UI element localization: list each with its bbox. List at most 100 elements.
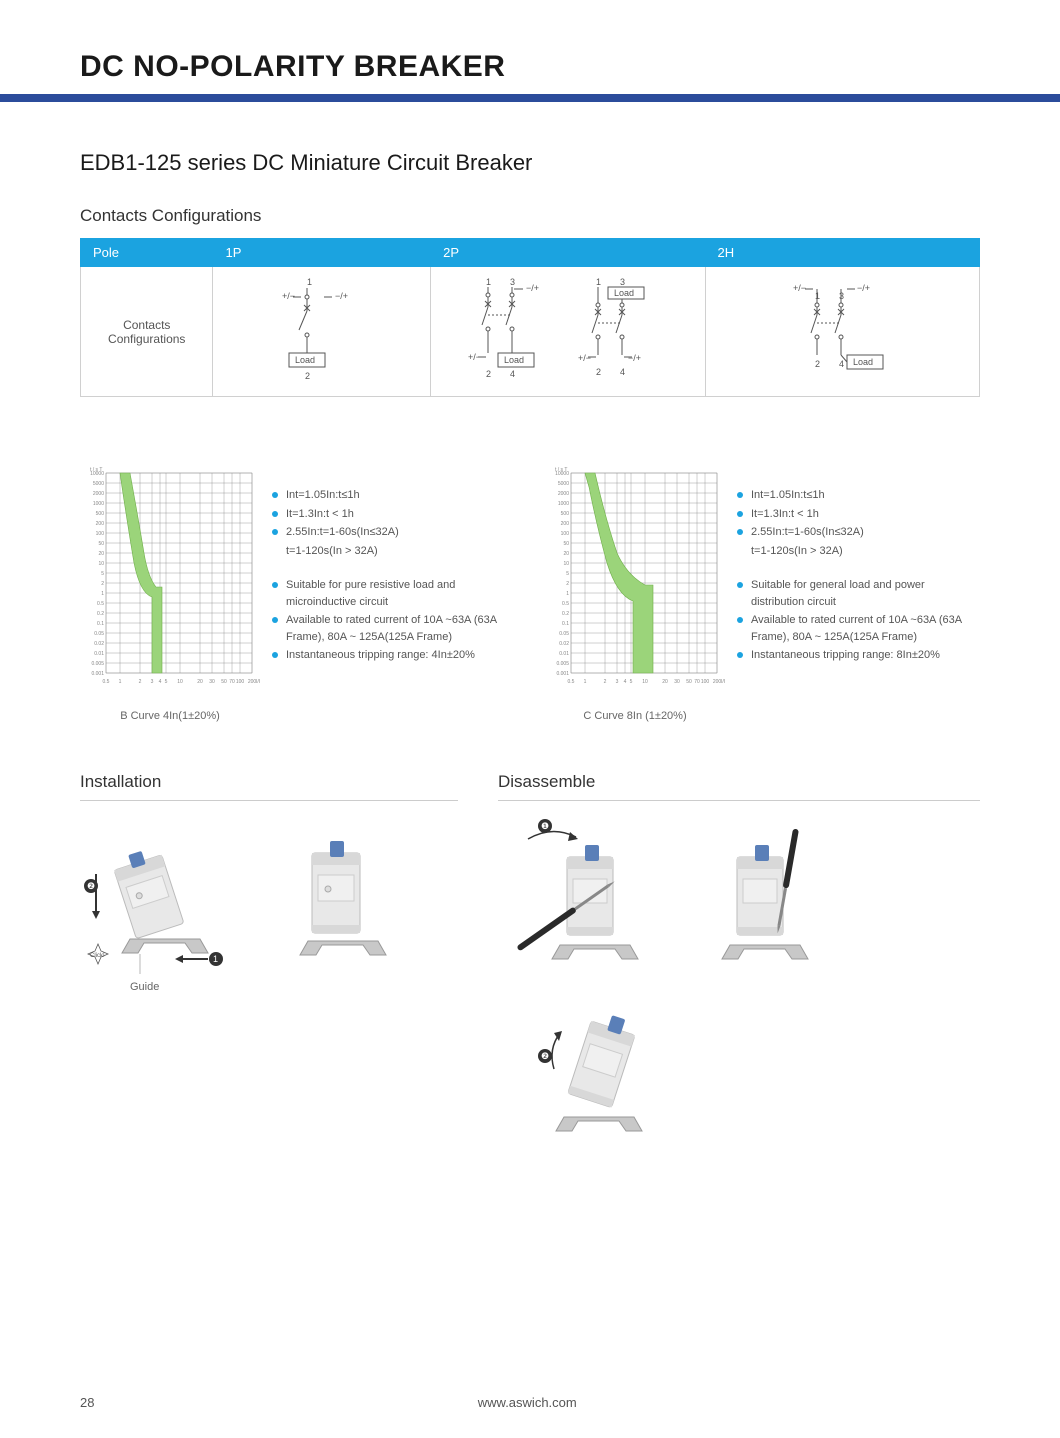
svg-text:0.5: 0.5 [562,601,569,607]
svg-text:3: 3 [151,679,154,685]
svg-text:4: 4 [159,679,162,685]
svg-text:20: 20 [197,679,203,685]
svg-text:20: 20 [662,679,668,685]
svg-text:2: 2 [139,679,142,685]
svg-text:1000: 1000 [93,501,104,507]
svg-text:5: 5 [566,571,569,577]
svg-text:0.5: 0.5 [568,679,575,685]
svg-text:+/−: +/− [578,353,591,363]
b-note-a1: It=1.3In:t < 1h [272,506,515,523]
svg-text:2000: 2000 [93,491,104,497]
svg-text:−/+: −/+ [335,291,348,301]
b-note-a2: 2.55In:t=1-60s(In≤32A) [272,524,515,541]
svg-text:70: 70 [694,679,700,685]
svg-text:2: 2 [604,679,607,685]
svg-text:100: 100 [701,679,710,685]
install-step-2 [260,819,420,979]
svg-text:1: 1 [486,277,491,287]
svg-text:Load: Load [504,355,524,365]
row-label-1: Contacts [123,318,170,332]
svg-text:Load: Load [295,355,315,365]
svg-text:0.005: 0.005 [556,661,569,667]
svg-text:1: 1 [566,591,569,597]
svg-text:1: 1 [596,277,601,287]
svg-text:0.001: 0.001 [556,671,569,677]
svg-text:Load: Load [614,288,634,298]
svg-text:100: 100 [96,531,105,537]
svg-text:10: 10 [563,561,569,567]
svg-text:0.02: 0.02 [559,641,569,647]
page-number: 28 [80,1395,94,1410]
svg-text:4: 4 [510,369,515,379]
svg-text:50: 50 [686,679,692,685]
c-curve-caption: C Curve 8In (1±20%) [545,710,725,722]
svg-text:20: 20 [98,551,104,557]
svg-text:5000: 5000 [93,481,104,487]
svg-text:500: 500 [561,511,570,517]
svg-text:0.001: 0.001 [91,671,104,677]
svg-text:3: 3 [839,291,844,301]
step-2-badge: ❷ [84,879,98,893]
svg-text:Load: Load [853,357,873,367]
svg-text:0.02: 0.02 [94,641,104,647]
svg-text:0.05: 0.05 [94,631,104,637]
svg-text:5: 5 [165,679,168,685]
c-note-b2: Instantaneous tripping range: 8In±20% [737,647,980,664]
svg-text:0.2: 0.2 [97,611,104,617]
svg-text:5: 5 [101,571,104,577]
footer: 28 www.aswich.com [80,1395,980,1410]
footer-url: www.aswich.com [94,1395,960,1410]
c-note-b1: Available to rated current of 10A ~63A (… [737,612,980,645]
svg-text:100: 100 [236,679,245,685]
c-note-a1: It=1.3In:t < 1h [737,506,980,523]
b-note-b2: Instantaneous tripping range: 4In±20% [272,647,515,664]
svg-text:2: 2 [101,581,104,587]
c-note-a0: Int=1.05In:t≤1h [737,487,980,504]
svg-text:50: 50 [98,541,104,547]
svg-text:I/In: I/In [721,679,725,685]
svg-text:−/+: −/+ [526,283,539,293]
svg-text:2000: 2000 [558,491,569,497]
svg-text:1000: 1000 [558,501,569,507]
c-note-a2: 2.55In:t=1-60s(In≤32A) [737,524,980,541]
svg-text:4: 4 [620,367,625,377]
disassemble-step-1: ❶ [498,819,658,979]
svg-text:50: 50 [221,679,227,685]
diagram-1p: 1 +/− −/+ Load 2 [213,267,431,397]
b-note-b1: Available to rated current of 10A ~63A (… [272,612,515,645]
svg-text:0.01: 0.01 [94,651,104,657]
svg-text:0.1: 0.1 [562,621,569,627]
b-curve-block: 1000050002000 1000500200 1005020 1052 10… [80,467,515,722]
svg-text:100: 100 [561,531,570,537]
svg-text:10: 10 [177,679,183,685]
svg-text:4: 4 [839,359,844,369]
installation-title: Installation [80,772,458,792]
subtitle: EDB1-125 series DC Miniature Circuit Bre… [80,150,980,176]
svg-text:500: 500 [96,511,105,517]
svg-text:0.2: 0.2 [562,611,569,617]
svg-text:1: 1 [119,679,122,685]
install-step-1: ❷ Click! [80,819,240,979]
svg-text:+/−: +/− [793,283,806,293]
diagram-2h: +/− −/+ 1 3 [705,267,979,397]
th-1p: 1P [213,239,431,267]
svg-text:2: 2 [486,369,491,379]
svg-text:−/+: −/+ [857,283,870,293]
svg-text:2: 2 [596,367,601,377]
disassemble-title: Disassemble [498,772,980,792]
b-curve-notes: Int=1.05In:t≤1h It=1.3In:t < 1h 2.55In:t… [272,467,515,666]
svg-text:1: 1 [815,291,820,301]
svg-text:5: 5 [630,679,633,685]
c-curve-notes: Int=1.05In:t≤1h It=1.3In:t < 1h 2.55In:t… [737,467,980,666]
disassemble-step-3: ❷ [518,999,678,1159]
svg-text:70: 70 [229,679,235,685]
svg-text:2: 2 [815,359,820,369]
svg-text:Click!: Click! [90,953,105,959]
svg-text:3: 3 [620,277,625,287]
svg-text:1: 1 [213,954,218,964]
svg-text:200: 200 [96,521,105,527]
svg-text:0.5: 0.5 [97,601,104,607]
b-curve-caption: B Curve 4In(1±20%) [80,710,260,722]
installation-section: Installation ❷ Click! [80,772,458,1159]
row-label: Contacts Configurations [81,267,213,397]
